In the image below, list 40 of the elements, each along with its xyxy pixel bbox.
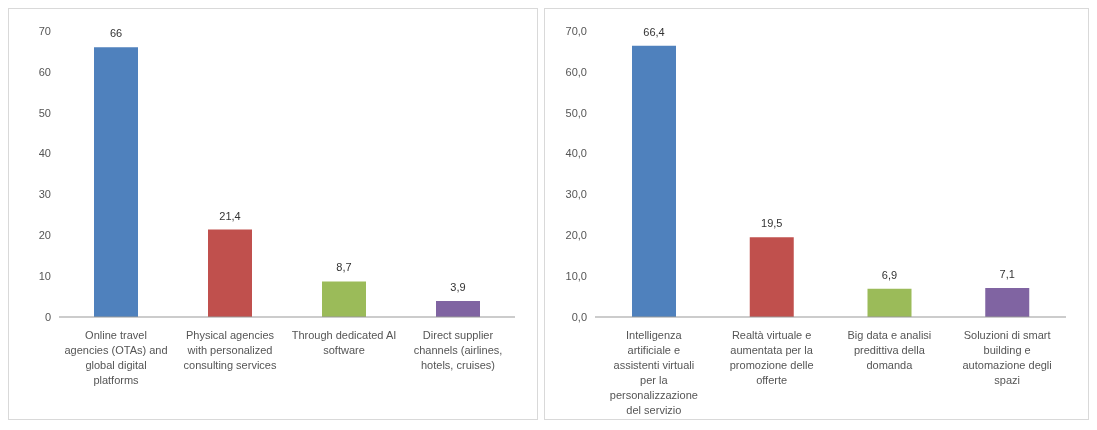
y-tick-label: 50,0 (565, 106, 587, 119)
y-tick-label: 60 (38, 65, 51, 78)
data-label: 7,1 (999, 267, 1015, 280)
bar (985, 287, 1030, 317)
data-label: 3,9 (450, 281, 466, 294)
x-tick-label: Soluzioni di smart building e automazione degli spazi (962, 329, 1052, 386)
x-tick-label: Realtà virtuale e aumentata per la promozione delle offerte (729, 329, 814, 386)
x-tick-label: Big data e analisi predittiva della domanda (847, 329, 932, 371)
data-label: 66,4 (643, 25, 665, 38)
x-tick-label: Intelligenza artificiale e assistenti virtuali per la personalizzazione del servizio (609, 329, 698, 416)
y-tick-label: 40,0 (565, 147, 587, 160)
x-tick-label: Through dedicated AI software (291, 329, 397, 356)
bar (632, 45, 676, 317)
data-label: 8,7 (336, 261, 352, 274)
x-tick-label: Physical agencies with personalized consulting services (183, 329, 277, 371)
data-label: 19,5 (761, 217, 783, 230)
y-tick-label: 30,0 (565, 188, 587, 201)
x-tick-label: Direct supplier channels (airlines, hotels, cruises) (413, 329, 503, 371)
bar (208, 229, 252, 317)
y-tick-label: 50 (38, 106, 51, 119)
y-tick-label: 60,0 (565, 65, 587, 78)
y-tick-label: 10 (38, 270, 51, 283)
y-tick-label: 70 (38, 24, 51, 37)
y-tick-label: 10,0 (565, 270, 587, 283)
y-tick-label: 20 (38, 229, 51, 242)
data-label: 6,9 (881, 268, 898, 281)
bar (322, 281, 366, 317)
bar (94, 47, 138, 317)
y-tick-label: 70,0 (565, 24, 587, 37)
data-label: 66 (109, 27, 123, 40)
bar (867, 288, 912, 317)
y-tick-label: 30 (38, 188, 51, 201)
bar (749, 237, 794, 317)
y-tick-label: 40 (38, 147, 51, 160)
data-label: 21,4 (219, 209, 241, 222)
bar (436, 301, 480, 317)
x-tick-label: Online travel agencies (OTAs) and global digital platforms (64, 329, 168, 386)
y-tick-label: 0,0 (571, 310, 587, 323)
y-tick-label: 20,0 (565, 229, 587, 242)
y-tick-label: 0 (44, 310, 51, 323)
